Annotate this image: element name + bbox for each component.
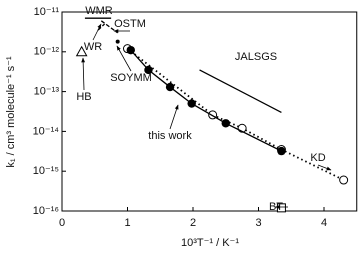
series-label: WMR <box>85 5 113 17</box>
marker <box>277 146 286 156</box>
marker <box>144 65 153 75</box>
y-tick-label: 10⁻¹⁶ <box>33 205 59 217</box>
y-tick-label: 10⁻¹⁵ <box>33 165 59 177</box>
y-tick-label: 10⁻¹¹ <box>34 6 60 18</box>
marker <box>221 119 230 128</box>
series-line <box>97 23 106 31</box>
y-tick-label: 10⁻¹³ <box>34 86 60 98</box>
marker <box>187 99 196 108</box>
x-tick-label: 2 <box>190 217 196 229</box>
marker <box>339 175 349 185</box>
marker <box>126 45 135 55</box>
series-label: KD <box>310 152 325 164</box>
x-axis-title: 10³T⁻¹ / K⁻¹ <box>181 237 239 249</box>
annotation-arrow <box>169 104 179 130</box>
series-label: JALSGS <box>235 51 277 63</box>
annotation-arrow <box>92 23 102 41</box>
x-tick-label: 0 <box>59 217 65 229</box>
y-tick-label: 10⁻¹⁴ <box>33 125 60 137</box>
marker <box>115 39 120 44</box>
marker <box>165 82 175 92</box>
series-label: SOYMM <box>110 72 152 84</box>
y-tick-label: 10⁻¹² <box>34 46 60 58</box>
x-tick-label: 1 <box>124 217 130 229</box>
series-label: this work <box>148 130 192 142</box>
annotation-arrow <box>317 164 332 171</box>
series-label: OSTM <box>114 18 146 30</box>
series-label: HB <box>76 91 91 103</box>
marker <box>75 45 88 57</box>
series-label: WR <box>84 41 102 53</box>
y-axis-title: k₁ / cm³ molecule⁻¹ s⁻¹ <box>5 56 17 168</box>
x-tick-label: 4 <box>321 217 327 229</box>
annotation-arrow <box>81 57 86 91</box>
plot-frame <box>61 11 358 212</box>
series-line <box>130 49 282 152</box>
annotation-arrow <box>116 45 132 72</box>
series-line <box>100 20 119 34</box>
series-line <box>199 69 282 113</box>
x-tick-label: 3 <box>255 217 261 229</box>
